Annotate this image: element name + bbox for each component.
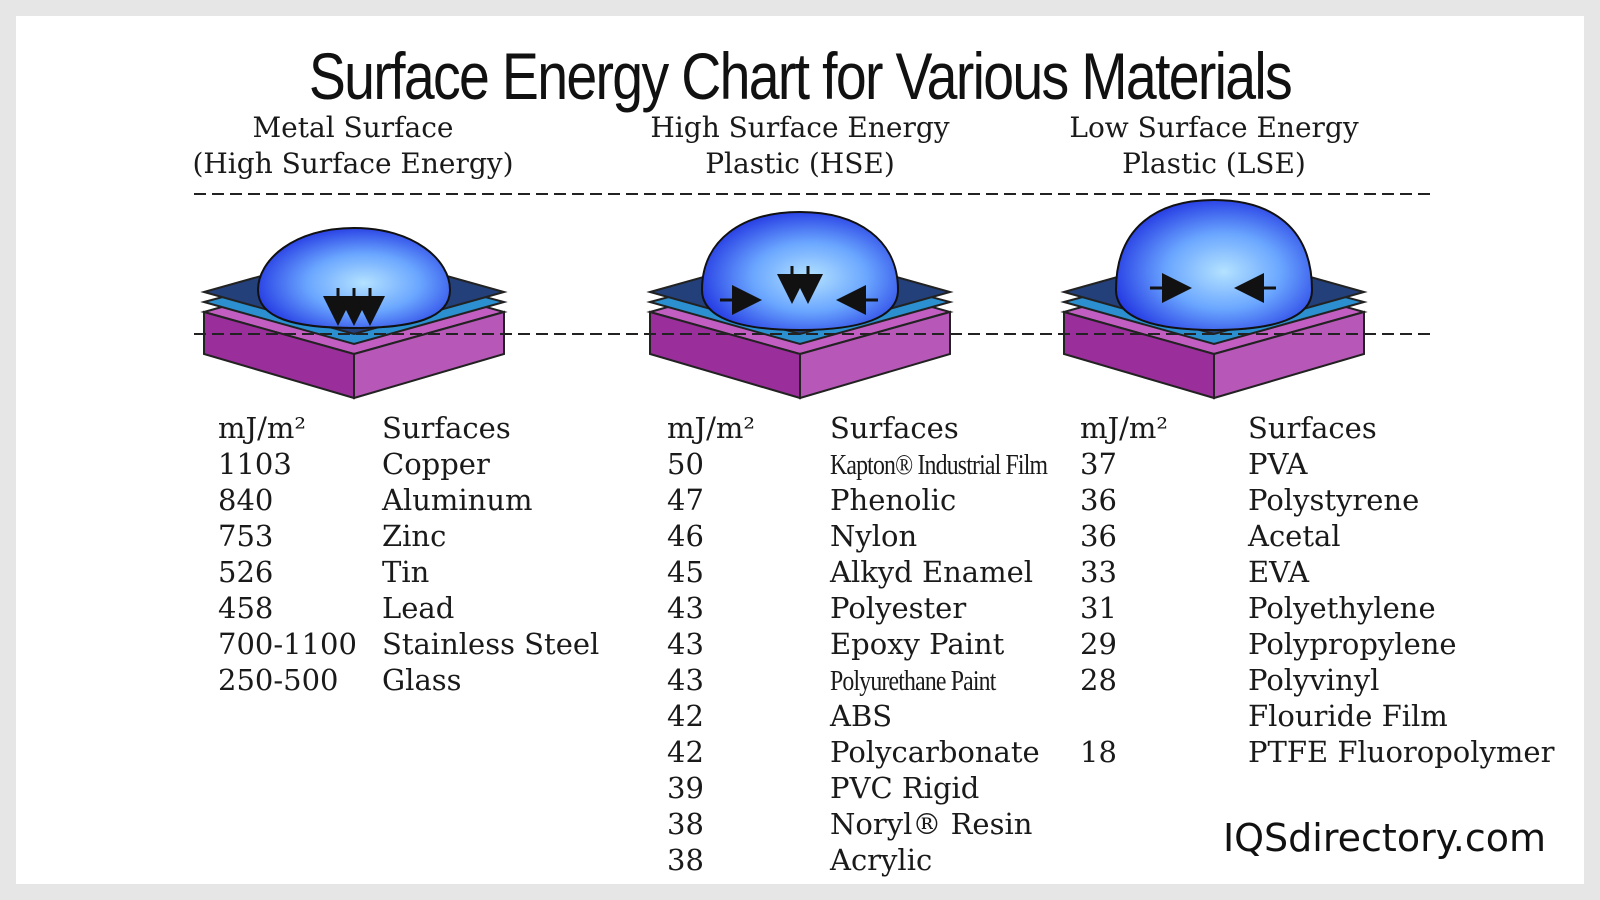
table-cell-surface: Polyester	[830, 591, 967, 625]
droplet	[700, 210, 900, 332]
table-cell-value: 36	[1080, 483, 1117, 517]
lse-value-column: mJ/m² 37 36 36 33 31 29 28 18	[1080, 410, 1168, 770]
droplet	[256, 226, 452, 330]
metal-value-column: mJ/m² 1103 840 753 526 458 700-1100 250-…	[218, 410, 357, 698]
droplet	[1114, 198, 1314, 332]
table-cell-surface: Alkyd Enamel	[830, 555, 1034, 589]
column-header-surfaces: Surfaces	[382, 411, 511, 445]
section-heading-line: (High Surface Energy)	[192, 147, 514, 180]
chart-card	[16, 16, 1584, 884]
table-cell-surface: Polyvinyl	[1248, 663, 1380, 697]
table-cell-value: 47	[667, 483, 704, 517]
table-cell-surface: Acrylic	[830, 843, 933, 877]
table-cell-surface: Epoxy Paint	[830, 627, 1005, 661]
table-cell-surface: Lead	[382, 591, 455, 625]
metal-surface-illustration	[200, 226, 508, 400]
table-cell-value: 39	[667, 771, 704, 805]
table-cell-surface: Aluminum	[382, 483, 533, 517]
column-header-surfaces: Surfaces	[1248, 411, 1377, 445]
table-cell-surface: Polyurethane Paint	[830, 665, 996, 697]
table-cell-value: 33	[1080, 555, 1117, 589]
table-cell-value: 458	[218, 591, 274, 625]
hse-value-column: mJ/m² 50 47 46 45 43 43 43 42 42 39 38 3…	[667, 410, 755, 878]
table-cell-surface: Acetal	[1248, 519, 1341, 553]
section-heading-line: Plastic (HSE)	[705, 147, 895, 180]
table-cell-value: 526	[218, 555, 274, 589]
section-heading-line: High Surface Energy	[650, 111, 950, 144]
table-cell-value: 753	[218, 519, 274, 553]
hse-plastic-illustration	[646, 210, 954, 400]
table-cell-value: 36	[1080, 519, 1117, 553]
table-cell-surface: Noryl® Resin	[830, 807, 1033, 841]
table-cell-value: 45	[667, 555, 704, 589]
table-cell-surface: PVA	[1248, 447, 1308, 481]
table-cell-surface: EVA	[1248, 555, 1310, 589]
column-header-unit: mJ/m²	[218, 411, 307, 445]
column-header-unit: mJ/m²	[667, 411, 756, 445]
table-cell-value: 38	[667, 843, 704, 877]
table-cell-surface: Zinc	[382, 519, 447, 553]
table-cell-value: 18	[1080, 735, 1117, 769]
table-cell-surface: Phenolic	[830, 483, 957, 517]
table-cell-surface: Polypropylene	[1248, 627, 1457, 661]
table-cell-surface: ABS	[830, 699, 893, 733]
table-cell-value: 700-1100	[218, 627, 357, 661]
metal-surface-column: Surfaces Copper Aluminum Zinc Tin Lead S…	[382, 410, 599, 698]
section-heading-metal: Metal Surface (High Surface Energy)	[123, 110, 583, 182]
table-cell-surface: Flouride Film	[1248, 699, 1448, 733]
table-cell-surface: Glass	[382, 663, 462, 697]
lse-plastic-illustration	[1060, 198, 1368, 400]
table-cell-surface: PTFE Fluoropolymer	[1248, 735, 1555, 769]
table-cell-surface: Kapton® Industrial Film	[830, 449, 1048, 481]
table-cell-surface: Tin	[382, 555, 430, 589]
section-heading-lse: Low Surface Energy Plastic (LSE)	[984, 110, 1444, 182]
table-cell-surface: PVC Rigid	[830, 771, 980, 805]
table-cell-value: 43	[667, 591, 704, 625]
table-cell-value: 38	[667, 807, 704, 841]
brand-watermark: IQSdirectory.com	[1222, 816, 1546, 860]
table-cell-value: 50	[667, 447, 704, 481]
table-cell-value: 28	[1080, 663, 1117, 697]
lse-surface-column: Surfaces PVA Polystyrene Acetal EVA Poly…	[1248, 410, 1554, 770]
table-cell-value: 43	[667, 663, 704, 697]
section-heading-line: Plastic (LSE)	[1122, 147, 1306, 180]
base-front-right	[1213, 310, 1365, 400]
table-cell-value	[1080, 698, 1168, 734]
table-cell-surface: Copper	[382, 447, 490, 481]
table-cell-surface: Polystyrene	[1248, 483, 1420, 517]
table-cell-value: 43	[667, 627, 704, 661]
table-cell-surface: Nylon	[830, 519, 918, 553]
table-cell-value: 31	[1080, 591, 1117, 625]
section-heading-line: Low Surface Energy	[1069, 111, 1359, 144]
table-cell-value: 37	[1080, 447, 1117, 481]
page-title: Surface Energy Chart for Various Materia…	[308, 39, 1293, 113]
table-cell-value: 42	[667, 699, 704, 733]
table-cell-surface: Stainless Steel	[382, 627, 600, 661]
table-cell-value: 46	[667, 519, 704, 553]
table-cell-value: 1103	[218, 447, 292, 481]
hse-surface-column: Surfaces Kapton® Industrial Film Phenoli…	[830, 410, 1095, 878]
column-header-unit: mJ/m²	[1080, 411, 1169, 445]
column-header-surfaces: Surfaces	[830, 411, 959, 445]
section-heading-line: Metal Surface	[252, 111, 454, 144]
table-cell-value: 42	[667, 735, 704, 769]
table-cell-value: 29	[1080, 627, 1117, 661]
section-heading-hse: High Surface Energy Plastic (HSE)	[570, 110, 1030, 182]
base-front-right	[799, 310, 951, 400]
table-cell-value: 840	[218, 483, 274, 517]
table-cell-surface: Polycarbonate	[830, 735, 1040, 769]
table-cell-surface: Polyethylene	[1248, 591, 1436, 625]
table-cell-value: 250-500	[218, 663, 339, 697]
